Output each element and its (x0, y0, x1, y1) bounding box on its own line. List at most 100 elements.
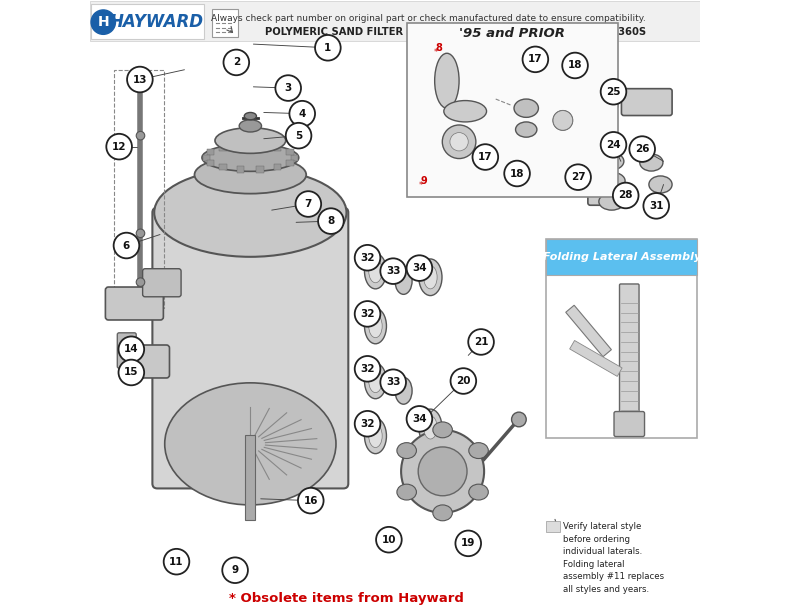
Text: * Obsolete items from Hayward: * Obsolete items from Hayward (229, 592, 464, 605)
Text: 15: 15 (124, 368, 138, 378)
Text: 16: 16 (303, 496, 318, 506)
Text: POLYMERIC SAND FILTER - MODELS S-210S, 220S, 244S, 310S, 360S: POLYMERIC SAND FILTER - MODELS S-210S, 2… (265, 27, 646, 37)
Circle shape (136, 278, 145, 287)
Text: 18: 18 (568, 60, 582, 71)
Ellipse shape (600, 153, 624, 170)
Polygon shape (566, 305, 611, 357)
Circle shape (522, 47, 548, 72)
Text: HAYWARD: HAYWARD (110, 13, 204, 31)
Text: *: * (119, 245, 127, 260)
FancyBboxPatch shape (547, 522, 560, 533)
Text: 7: 7 (305, 199, 312, 209)
Circle shape (295, 191, 322, 217)
Text: 1: 1 (324, 43, 332, 53)
Text: *: * (434, 47, 438, 57)
Ellipse shape (397, 443, 416, 459)
FancyBboxPatch shape (619, 284, 639, 418)
Circle shape (114, 232, 139, 258)
Circle shape (450, 368, 476, 394)
Ellipse shape (419, 259, 442, 296)
Ellipse shape (640, 154, 663, 171)
Ellipse shape (433, 422, 453, 438)
FancyBboxPatch shape (547, 239, 697, 275)
Circle shape (164, 549, 190, 574)
Ellipse shape (364, 363, 386, 399)
FancyBboxPatch shape (407, 23, 618, 197)
Ellipse shape (369, 424, 382, 448)
FancyBboxPatch shape (124, 345, 170, 378)
Circle shape (355, 411, 380, 437)
Ellipse shape (369, 370, 382, 392)
Ellipse shape (587, 93, 618, 117)
Circle shape (118, 360, 144, 385)
Text: '95 and PRIOR: '95 and PRIOR (460, 27, 566, 40)
FancyBboxPatch shape (547, 239, 697, 438)
Ellipse shape (450, 133, 468, 151)
Circle shape (276, 75, 301, 101)
Ellipse shape (202, 144, 299, 172)
Circle shape (407, 406, 432, 432)
Ellipse shape (444, 101, 487, 122)
Text: 27: 27 (571, 172, 585, 182)
Ellipse shape (239, 120, 261, 132)
Text: 10: 10 (382, 534, 396, 545)
Text: 26: 26 (635, 144, 649, 154)
Circle shape (107, 134, 132, 159)
Bar (207, 160, 214, 166)
Bar (203, 154, 210, 161)
Bar (220, 145, 227, 151)
Ellipse shape (433, 505, 453, 521)
Bar (257, 167, 264, 173)
Text: 32: 32 (360, 253, 374, 263)
Ellipse shape (419, 409, 442, 446)
Text: 8: 8 (327, 216, 334, 226)
Bar (257, 143, 264, 149)
FancyBboxPatch shape (143, 269, 181, 297)
Text: 9: 9 (421, 177, 427, 186)
Circle shape (380, 258, 406, 284)
Ellipse shape (364, 418, 386, 454)
Ellipse shape (598, 172, 625, 189)
Circle shape (613, 183, 638, 208)
Ellipse shape (397, 484, 416, 500)
Text: 17: 17 (528, 54, 543, 65)
Ellipse shape (423, 416, 437, 439)
Ellipse shape (423, 266, 437, 289)
Circle shape (224, 50, 249, 75)
FancyBboxPatch shape (212, 9, 238, 37)
Circle shape (504, 161, 530, 186)
Ellipse shape (468, 484, 488, 500)
Ellipse shape (364, 308, 386, 344)
Ellipse shape (599, 193, 624, 210)
Ellipse shape (364, 253, 386, 289)
Text: 14: 14 (124, 344, 139, 354)
Ellipse shape (514, 99, 539, 117)
Circle shape (298, 488, 324, 514)
Text: 13: 13 (133, 74, 147, 84)
Circle shape (472, 144, 498, 170)
Text: 25: 25 (606, 87, 621, 97)
Text: 20: 20 (456, 376, 471, 386)
Text: 4: 4 (299, 109, 306, 119)
Circle shape (118, 336, 144, 362)
Ellipse shape (154, 169, 347, 257)
Circle shape (562, 53, 588, 78)
FancyBboxPatch shape (90, 1, 700, 41)
Bar (207, 149, 214, 156)
Circle shape (91, 10, 115, 34)
Ellipse shape (165, 383, 336, 505)
Circle shape (600, 132, 626, 157)
Circle shape (566, 164, 591, 190)
Text: *: * (419, 181, 423, 190)
Text: 12: 12 (112, 141, 126, 152)
Ellipse shape (516, 122, 537, 137)
Text: 9: 9 (231, 565, 239, 575)
Bar (274, 145, 281, 151)
Circle shape (512, 412, 526, 427)
Circle shape (286, 123, 311, 148)
Bar (237, 143, 244, 149)
Ellipse shape (369, 314, 382, 338)
Text: 32: 32 (360, 364, 374, 374)
Text: 33: 33 (386, 377, 401, 387)
Text: 8: 8 (435, 44, 442, 54)
